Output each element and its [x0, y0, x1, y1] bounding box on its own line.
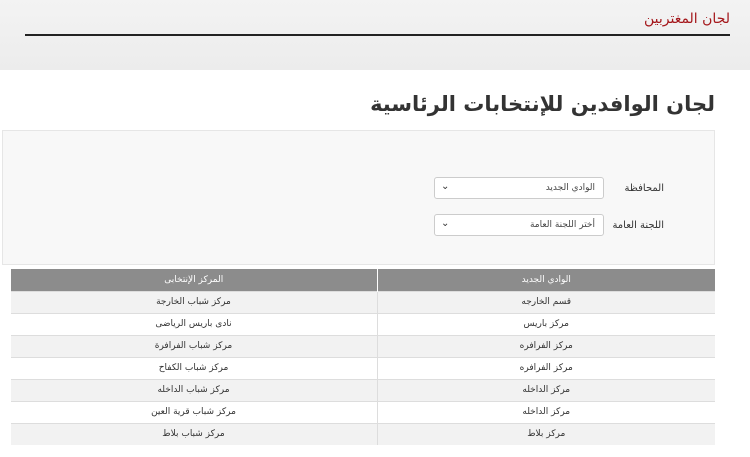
center-cell: مركز شباب الخارجة	[10, 290, 377, 313]
column-header: المركز الإنتخابى	[10, 269, 377, 291]
district-cell: مركز بلاط	[376, 422, 715, 445]
chevron-down-icon: ⌄	[441, 218, 450, 229]
center-cell: مركز شباب الفرافرة	[10, 334, 377, 357]
site-title[interactable]: لجان المغتربين	[643, 11, 730, 27]
governorate-label: المحافظة	[624, 182, 664, 194]
governorate-select[interactable]: الوادي الجديد ⌄	[434, 177, 604, 199]
center-cell: مركز شباب الكفاح	[10, 356, 377, 379]
governorate-value: الوادي الجديد	[545, 183, 595, 193]
top-bar: لجان المغتربين	[0, 0, 750, 70]
chevron-down-icon: ⌄	[441, 181, 450, 192]
district-cell: مركز باريس	[376, 312, 715, 335]
center-cell: نادى باريس الرياضى	[10, 312, 377, 335]
table-row: مركز باريس نادى باريس الرياضى	[10, 312, 715, 335]
district-cell: مركز الفرافره	[376, 334, 715, 357]
table-row: مركز الداخله مركز شباب الداخله	[10, 378, 715, 401]
committee-row: اللجنة العامة أختر اللجنة العامة ⌄	[434, 214, 664, 236]
district-cell: مركز الداخله	[376, 378, 715, 401]
divider	[25, 34, 730, 36]
center-cell: مركز شباب بلاط	[10, 422, 377, 445]
table-row: مركز بلاط مركز شباب بلاط	[10, 422, 715, 445]
center-cell: مركز شباب قرية العين	[10, 400, 377, 423]
center-cell: مركز شباب الداخله	[10, 378, 377, 401]
filter-panel: المحافظة الوادي الجديد ⌄ اللجنة العامة أ…	[2, 130, 715, 265]
district-cell: قسم الخارجه	[376, 290, 715, 313]
table-row: مركز الفرافره مركز شباب الكفاح	[10, 356, 715, 379]
table-row: مركز الداخله مركز شباب قرية العين	[10, 400, 715, 423]
committee-select[interactable]: أختر اللجنة العامة ⌄	[434, 214, 604, 236]
committee-label: اللجنة العامة	[612, 219, 664, 231]
district-cell: مركز الفرافره	[376, 356, 715, 379]
page-title: لجان الوافدين للإنتخابات الرئاسية	[370, 92, 715, 116]
district-cell: مركز الداخله	[376, 400, 715, 423]
table-row: مركز الفرافره مركز شباب الفرافرة	[10, 334, 715, 357]
committee-value: أختر اللجنة العامة	[529, 220, 595, 230]
table-row: قسم الخارجه مركز شباب الخارجة	[10, 290, 715, 313]
governorate-row: المحافظة الوادي الجديد ⌄	[434, 177, 664, 199]
column-header: الوادي الجديد	[376, 269, 715, 291]
centers-table: الوادي الجديد المركز الإنتخابى قسم الخار…	[10, 269, 715, 445]
